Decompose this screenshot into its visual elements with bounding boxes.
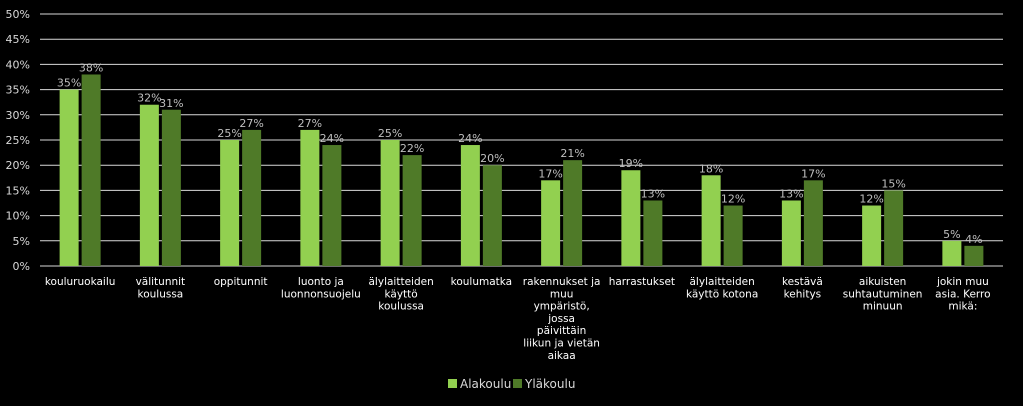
data-label: 5%	[943, 228, 960, 241]
category-label: käyttö	[385, 288, 418, 300]
category-label: minuun	[863, 301, 903, 313]
category-label: koulumatka	[451, 276, 512, 288]
data-label: 21%	[560, 147, 584, 160]
y-tick-label: 0%	[13, 260, 30, 273]
data-label: 38%	[79, 61, 103, 74]
data-label: 13%	[641, 187, 665, 200]
y-tick-label: 10%	[6, 210, 30, 223]
bar-alakoulu-7	[621, 170, 641, 266]
y-tick-label: 35%	[6, 84, 30, 97]
category-label: jokin muu	[936, 276, 989, 288]
bar-alakoulu-3	[300, 129, 320, 266]
bar-alakoulu-2	[220, 140, 240, 266]
bar-yläkoulu-4	[402, 155, 422, 266]
data-label: 15%	[881, 177, 905, 190]
bar-yläkoulu-8	[723, 205, 743, 266]
bar-alakoulu-11	[942, 240, 962, 266]
data-label: 19%	[619, 157, 643, 170]
category-label: aikuisten	[859, 276, 906, 288]
legend-swatch-alakoulu	[448, 379, 457, 388]
legend-swatch-yläkoulu	[513, 379, 522, 388]
data-label: 4%	[965, 233, 982, 246]
bar-yläkoulu-11	[964, 245, 984, 266]
category-label: asia. Kerro	[935, 288, 990, 300]
bar-alakoulu-6	[541, 180, 561, 266]
legend-label: Yläkoulu	[524, 377, 575, 391]
data-label: 31%	[159, 97, 183, 110]
bar-alakoulu-4	[380, 140, 400, 266]
y-tick-label: 25%	[6, 134, 30, 147]
category-label: kestävä	[782, 276, 823, 288]
data-label: 35%	[57, 77, 81, 90]
data-label: 22%	[400, 142, 424, 155]
bar-yläkoulu-2	[242, 129, 262, 266]
data-label: 20%	[480, 152, 504, 165]
category-label: muu	[550, 288, 574, 300]
category-label: rakennukset ja	[523, 276, 601, 288]
y-tick-label: 40%	[6, 58, 30, 71]
category-label: päivittäin	[537, 325, 586, 337]
data-label: 18%	[699, 162, 723, 175]
data-label: 24%	[320, 132, 344, 145]
y-tick-label: 5%	[13, 235, 30, 248]
category-label: koulussa	[378, 301, 424, 313]
bar-alakoulu-5	[460, 145, 480, 266]
data-label: 32%	[137, 92, 161, 105]
category-label: ympäristö,	[534, 301, 590, 313]
y-tick-label: 15%	[6, 184, 30, 197]
bar-yläkoulu-9	[803, 180, 823, 266]
bar-yläkoulu-5	[482, 165, 502, 266]
data-label: 24%	[458, 132, 482, 145]
bar-alakoulu-8	[701, 175, 721, 266]
bar-yläkoulu-3	[322, 145, 342, 266]
category-label: aikaa	[548, 350, 576, 362]
data-label: 12%	[721, 193, 745, 206]
data-label: 17%	[801, 167, 825, 180]
category-label: suhtautuminen	[843, 288, 923, 300]
y-tick-label: 50%	[6, 8, 30, 21]
bar-yläkoulu-1	[161, 109, 181, 266]
bar-alakoulu-1	[139, 104, 159, 266]
bar-alakoulu-10	[862, 205, 882, 266]
data-label: 17%	[538, 167, 562, 180]
y-tick-label: 20%	[6, 159, 30, 172]
category-label: jossa	[547, 313, 575, 325]
data-label: 13%	[779, 187, 803, 200]
legend-label: Alakoulu	[460, 377, 511, 391]
data-label: 12%	[859, 193, 883, 206]
bar-alakoulu-0	[59, 89, 79, 266]
data-label: 27%	[298, 117, 322, 130]
data-label: 25%	[378, 127, 402, 140]
bar-yläkoulu-10	[884, 190, 904, 266]
category-label: kouluruokailu	[45, 276, 116, 288]
category-label: oppitunnit	[214, 276, 268, 288]
category-label: harrastukset	[609, 276, 675, 288]
category-label: mikä:	[948, 301, 977, 313]
category-label: välitunnit	[136, 276, 186, 288]
category-label: älylaitteiden	[690, 276, 755, 288]
category-label: älylaitteiden	[369, 276, 434, 288]
category-label: kehitys	[784, 288, 822, 300]
category-label: käyttö kotona	[686, 288, 758, 300]
category-label: liikun ja vietän	[523, 338, 600, 350]
y-tick-label: 30%	[6, 109, 30, 122]
category-label: luonnonsuojelu	[281, 288, 361, 300]
data-label: 27%	[239, 117, 263, 130]
data-label: 25%	[217, 127, 241, 140]
category-label: koulussa	[138, 288, 184, 300]
category-label: luonto ja	[298, 276, 344, 288]
y-tick-label: 45%	[6, 33, 30, 46]
bar-yläkoulu-0	[81, 74, 101, 266]
bar-yläkoulu-6	[563, 160, 583, 266]
bar-alakoulu-9	[781, 200, 801, 266]
bar-yläkoulu-7	[643, 200, 663, 266]
